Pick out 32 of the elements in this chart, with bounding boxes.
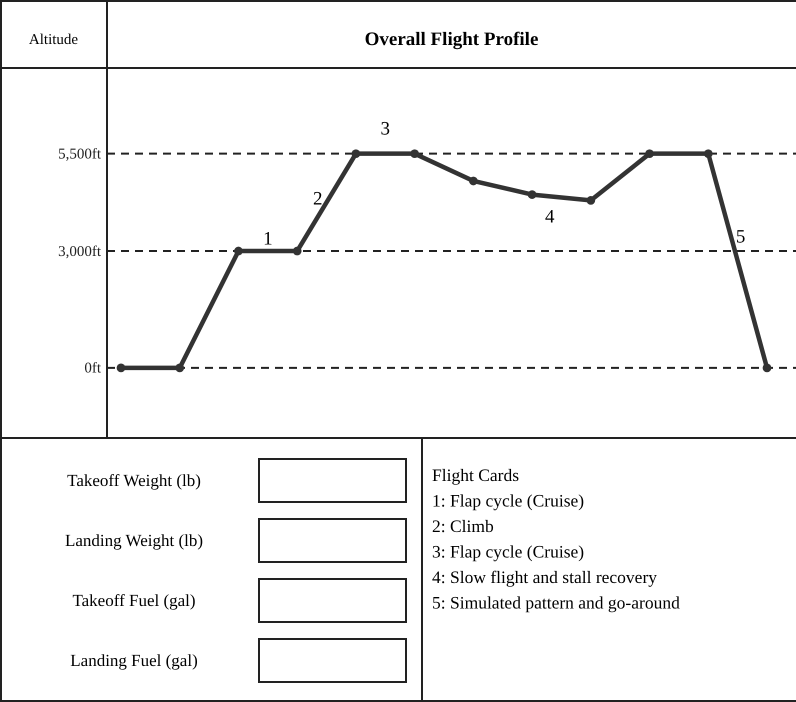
point bbox=[704, 149, 713, 158]
annotation: 4 bbox=[544, 206, 555, 228]
y-tick-label: 0ft bbox=[84, 360, 102, 377]
y-axis-title: Altitude bbox=[28, 32, 78, 48]
chart-title: Overall Flight Profile bbox=[364, 29, 538, 50]
text: 1: Flap cycle (Cruise) bbox=[432, 490, 584, 510]
point bbox=[468, 176, 478, 186]
text: Takeoff Weight (lb) bbox=[67, 471, 201, 490]
point bbox=[116, 364, 126, 372]
y-tick-label: 3,000ft bbox=[58, 244, 102, 260]
point bbox=[292, 246, 302, 256]
text: Takeoff Fuel (gal) bbox=[72, 591, 196, 610]
point bbox=[762, 364, 772, 372]
annotation: 3 bbox=[380, 118, 390, 140]
text: 5: Simulated pattern and go-around bbox=[432, 592, 680, 612]
text: 4: Slow flight and stall recovery bbox=[432, 567, 658, 587]
point bbox=[410, 149, 420, 158]
point bbox=[528, 190, 536, 199]
y-tick-label: 5,500ft bbox=[58, 146, 102, 162]
point bbox=[352, 149, 360, 158]
text: Landing Fuel (gal) bbox=[70, 651, 198, 670]
text: Landing Weight (lb) bbox=[64, 531, 204, 550]
annotation: 1 bbox=[263, 228, 273, 250]
text: Flight Cards bbox=[432, 465, 520, 485]
point bbox=[645, 149, 654, 158]
point bbox=[586, 196, 596, 205]
text: 3: Flap cycle (Cruise) bbox=[432, 542, 584, 562]
point bbox=[234, 246, 243, 256]
annotation: 2 bbox=[312, 188, 322, 210]
annotation: 5 bbox=[736, 226, 746, 248]
text: 2: Climb bbox=[432, 516, 494, 536]
point bbox=[175, 364, 184, 372]
